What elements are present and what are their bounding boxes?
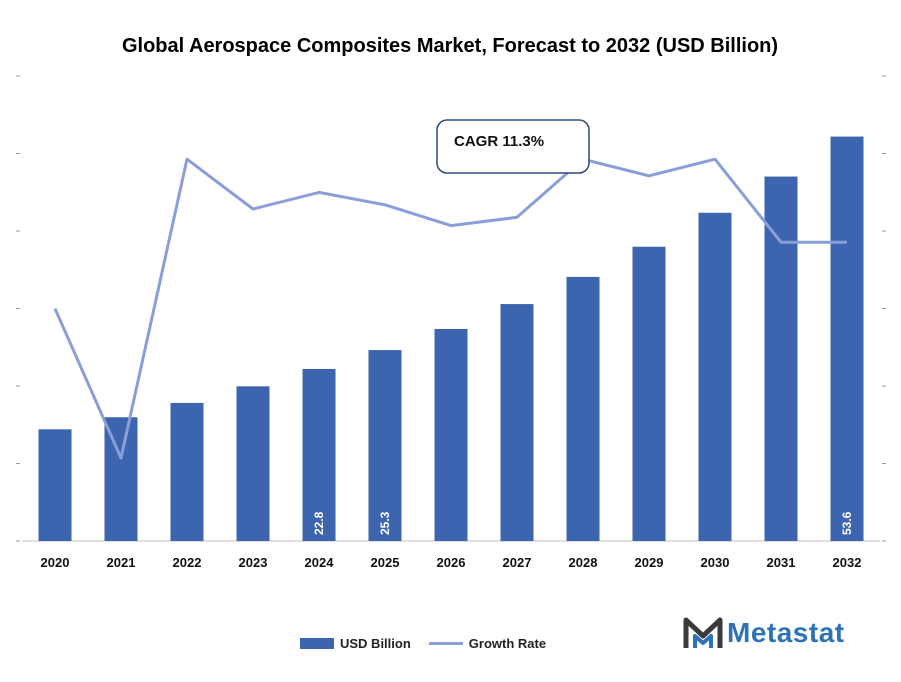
growth-rate-line <box>53 157 847 460</box>
x-tick-label-2027: 2027 <box>503 555 532 570</box>
chart-area: 22.8 25.3 53.6 2020 2021 2022 2023 2024 2025 202… <box>16 75 886 570</box>
cagr-callout-text: CAGR 11.3% <box>454 133 544 150</box>
bar-data-label-2025: 25.3 <box>378 511 392 535</box>
bar-2020 <box>38 429 72 541</box>
metastat-logo-mark-icon <box>683 617 723 648</box>
x-tick-label-2021: 2021 <box>107 555 136 570</box>
x-tick-label-2025: 2025 <box>371 555 400 570</box>
bar-data-label-2024: 22.8 <box>312 511 326 535</box>
bar-2024 <box>302 368 336 541</box>
chart-title: Global Aerospace Composites Market, Fore… <box>121 35 779 57</box>
legend-swatch-line <box>428 642 463 645</box>
x-tick-label-2020: 2020 <box>41 555 70 570</box>
bar-2029 <box>632 246 666 541</box>
x-tick-label-2026: 2026 <box>437 555 466 570</box>
bar-2032 <box>830 136 864 541</box>
legend-item-usd-billion: USD Billion <box>300 636 411 651</box>
legend-swatch-bar <box>300 638 334 649</box>
bar-2028 <box>566 276 600 541</box>
bar-2022 <box>170 402 204 541</box>
legend-item-growth-rate: Growth Rate <box>428 636 547 651</box>
x-tick-label-2023: 2023 <box>239 555 268 570</box>
x-tick-label-2022: 2022 <box>173 555 202 570</box>
chart-legend: USD Billion Growth Rate <box>300 636 564 651</box>
bar-2027 <box>500 304 534 541</box>
legend-label-usd-billion: USD Billion <box>340 636 411 651</box>
bar-2023 <box>236 386 270 541</box>
metastat-logo: Metastat <box>683 614 845 652</box>
bar-2026 <box>434 328 468 541</box>
x-tick-label-2028: 2028 <box>569 555 598 570</box>
x-tick-label-2029: 2029 <box>635 555 664 570</box>
x-tick-label-2032: 2032 <box>833 555 862 570</box>
x-tick-label-2030: 2030 <box>701 555 730 570</box>
x-tick-label-2024: 2024 <box>305 555 335 570</box>
x-tick-label-2031: 2031 <box>767 555 796 570</box>
bar-2030 <box>698 212 732 542</box>
bar-data-label-2032: 53.6 <box>840 511 854 535</box>
bar-2021 <box>104 417 138 541</box>
legend-label-growth-rate: Growth Rate <box>468 636 547 651</box>
cagr-callout-box <box>436 119 590 174</box>
bar-2025 <box>368 350 402 541</box>
metastat-logo-text: Metastat <box>727 617 845 648</box>
bar-2031 <box>764 176 798 541</box>
